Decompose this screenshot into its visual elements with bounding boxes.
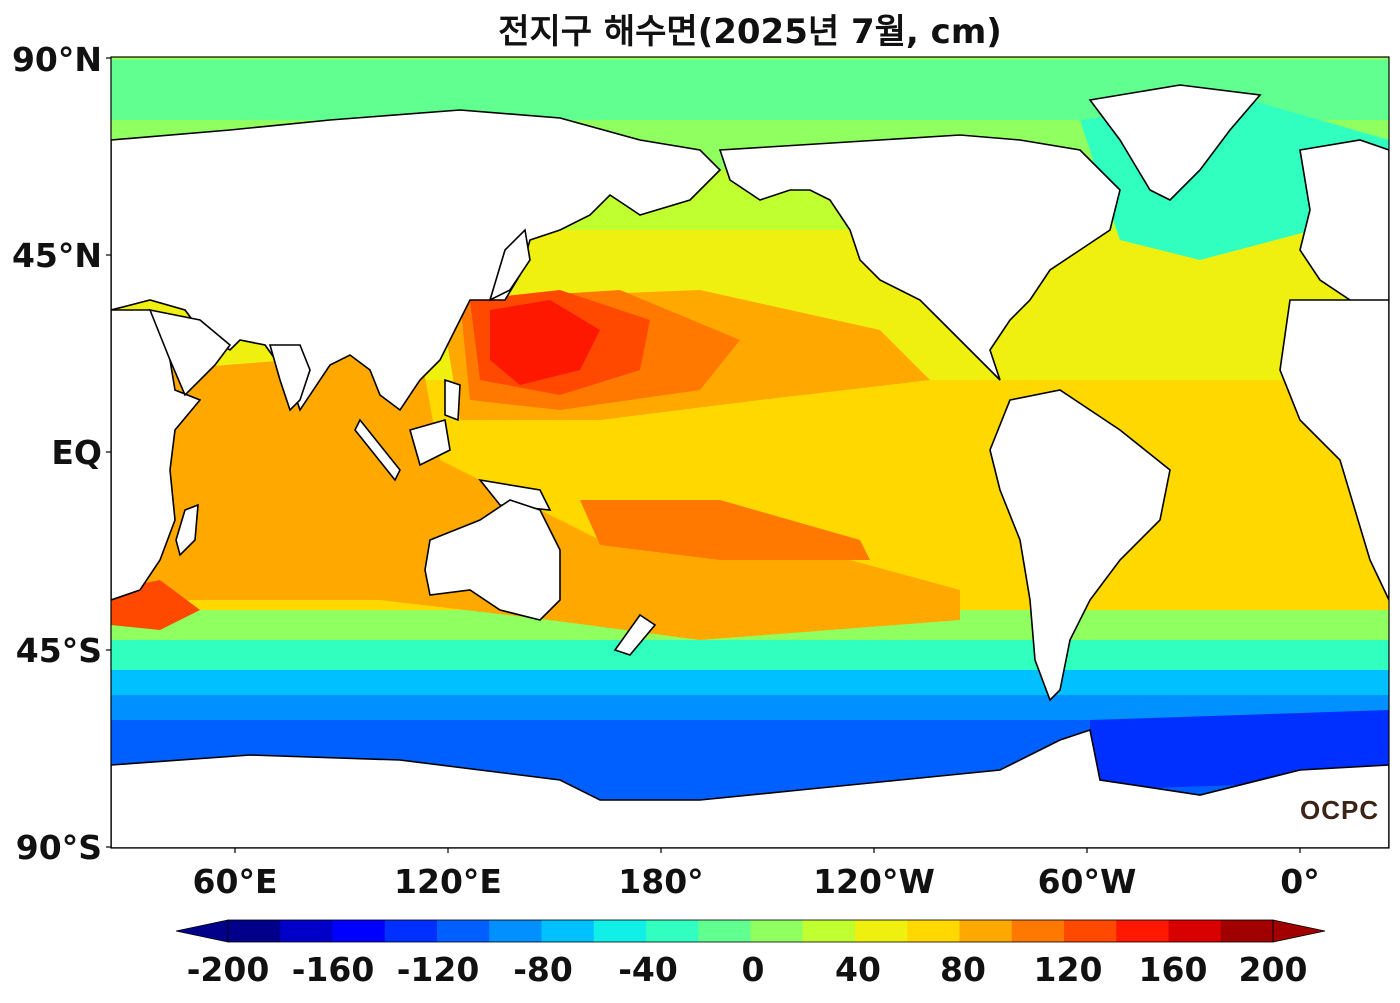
greenland-land bbox=[1088, 84, 1262, 201]
lat-label-45n: 45°N bbox=[11, 236, 102, 275]
colorbar-extend-max bbox=[1272, 919, 1326, 943]
lon-label-60e: 60°E bbox=[192, 862, 278, 901]
west-africa-land bbox=[1279, 299, 1389, 601]
colorbar-label: -160 bbox=[291, 950, 375, 989]
colorbar-label: -120 bbox=[396, 950, 480, 989]
colorbar-label: 40 bbox=[835, 950, 881, 989]
colorbar-label: 160 bbox=[1138, 950, 1208, 989]
landmasses bbox=[111, 84, 1389, 848]
colorbar-label: 80 bbox=[940, 950, 986, 989]
colorbar-segment bbox=[959, 920, 1013, 942]
map-title: 전지구 해수면(2025년 7월, cm) bbox=[498, 12, 1002, 52]
colorbar-segment bbox=[855, 920, 908, 942]
colorbar-segment bbox=[698, 920, 752, 942]
colorbar-label: -200 bbox=[186, 950, 270, 989]
colorbar-segment bbox=[802, 920, 856, 942]
new-zealand-land bbox=[613, 613, 657, 656]
lat-label-eq: EQ bbox=[51, 433, 102, 472]
colorbar-extend-min bbox=[175, 919, 229, 943]
madagascar-land bbox=[175, 503, 199, 557]
india-land bbox=[268, 344, 311, 412]
kuroshio-core bbox=[490, 300, 600, 385]
colorbar-segment bbox=[489, 920, 543, 942]
lon-label-120e: 120°E bbox=[394, 862, 502, 901]
ocpc-logo: OCPC bbox=[1300, 795, 1380, 825]
lat-label-90n: 90°N bbox=[11, 40, 102, 79]
colorbar-segment bbox=[907, 920, 961, 942]
philippines-land bbox=[444, 378, 461, 422]
colorbar-segment bbox=[750, 920, 804, 942]
south-america-land bbox=[989, 389, 1171, 702]
lon-label-180: 180° bbox=[618, 862, 704, 901]
southern-band-2 bbox=[111, 670, 1389, 695]
colorbar-label: 200 bbox=[1238, 950, 1308, 989]
eurasia-land bbox=[111, 109, 722, 412]
colorbar-segment bbox=[593, 920, 647, 942]
lon-label-0: 0° bbox=[1280, 862, 1320, 901]
colorbar-segment bbox=[332, 920, 386, 942]
colorbar-label: 0 bbox=[741, 950, 765, 989]
lon-label-120w: 120°W bbox=[813, 862, 935, 901]
lat-label-45s: 45°S bbox=[15, 631, 102, 670]
colorbar-segment bbox=[437, 920, 490, 942]
colorbar-label: -80 bbox=[513, 950, 573, 989]
south-pacific-orange bbox=[580, 500, 870, 560]
colorbar-label: 120 bbox=[1033, 950, 1103, 989]
colorbar-segment bbox=[280, 920, 334, 942]
colorbar-segment bbox=[1220, 920, 1274, 942]
colorbar-frame bbox=[227, 919, 1274, 943]
lon-label-60w: 60°W bbox=[1037, 862, 1137, 901]
colorbar-segment bbox=[541, 920, 595, 942]
colorbar-segment bbox=[646, 920, 699, 942]
lat-label-90s: 90°S bbox=[15, 828, 102, 867]
antarctica-land bbox=[111, 728, 1389, 848]
southern-band-3 bbox=[111, 695, 1389, 720]
new-guinea-land bbox=[478, 478, 552, 511]
borneo-land bbox=[409, 418, 451, 467]
southern-band-1 bbox=[111, 640, 1389, 670]
colorbar-label: -40 bbox=[618, 950, 678, 989]
warm-pool-orange bbox=[111, 350, 960, 640]
north-america-land bbox=[718, 134, 1121, 381]
colorbar-segment bbox=[1011, 920, 1065, 942]
colorbar bbox=[175, 919, 1326, 943]
sumatra-land bbox=[354, 418, 401, 482]
colorbar-segment bbox=[1168, 920, 1222, 942]
colorbar-segment bbox=[1064, 920, 1117, 942]
colorbar-segment bbox=[228, 920, 281, 942]
japan-land bbox=[488, 228, 531, 302]
australia-land bbox=[424, 499, 561, 621]
axis-ticks bbox=[106, 57, 1301, 853]
colorbar-segment bbox=[384, 920, 438, 942]
colorbar-segment bbox=[1116, 920, 1170, 942]
map-field bbox=[111, 57, 1389, 848]
arabia-land bbox=[148, 308, 232, 397]
